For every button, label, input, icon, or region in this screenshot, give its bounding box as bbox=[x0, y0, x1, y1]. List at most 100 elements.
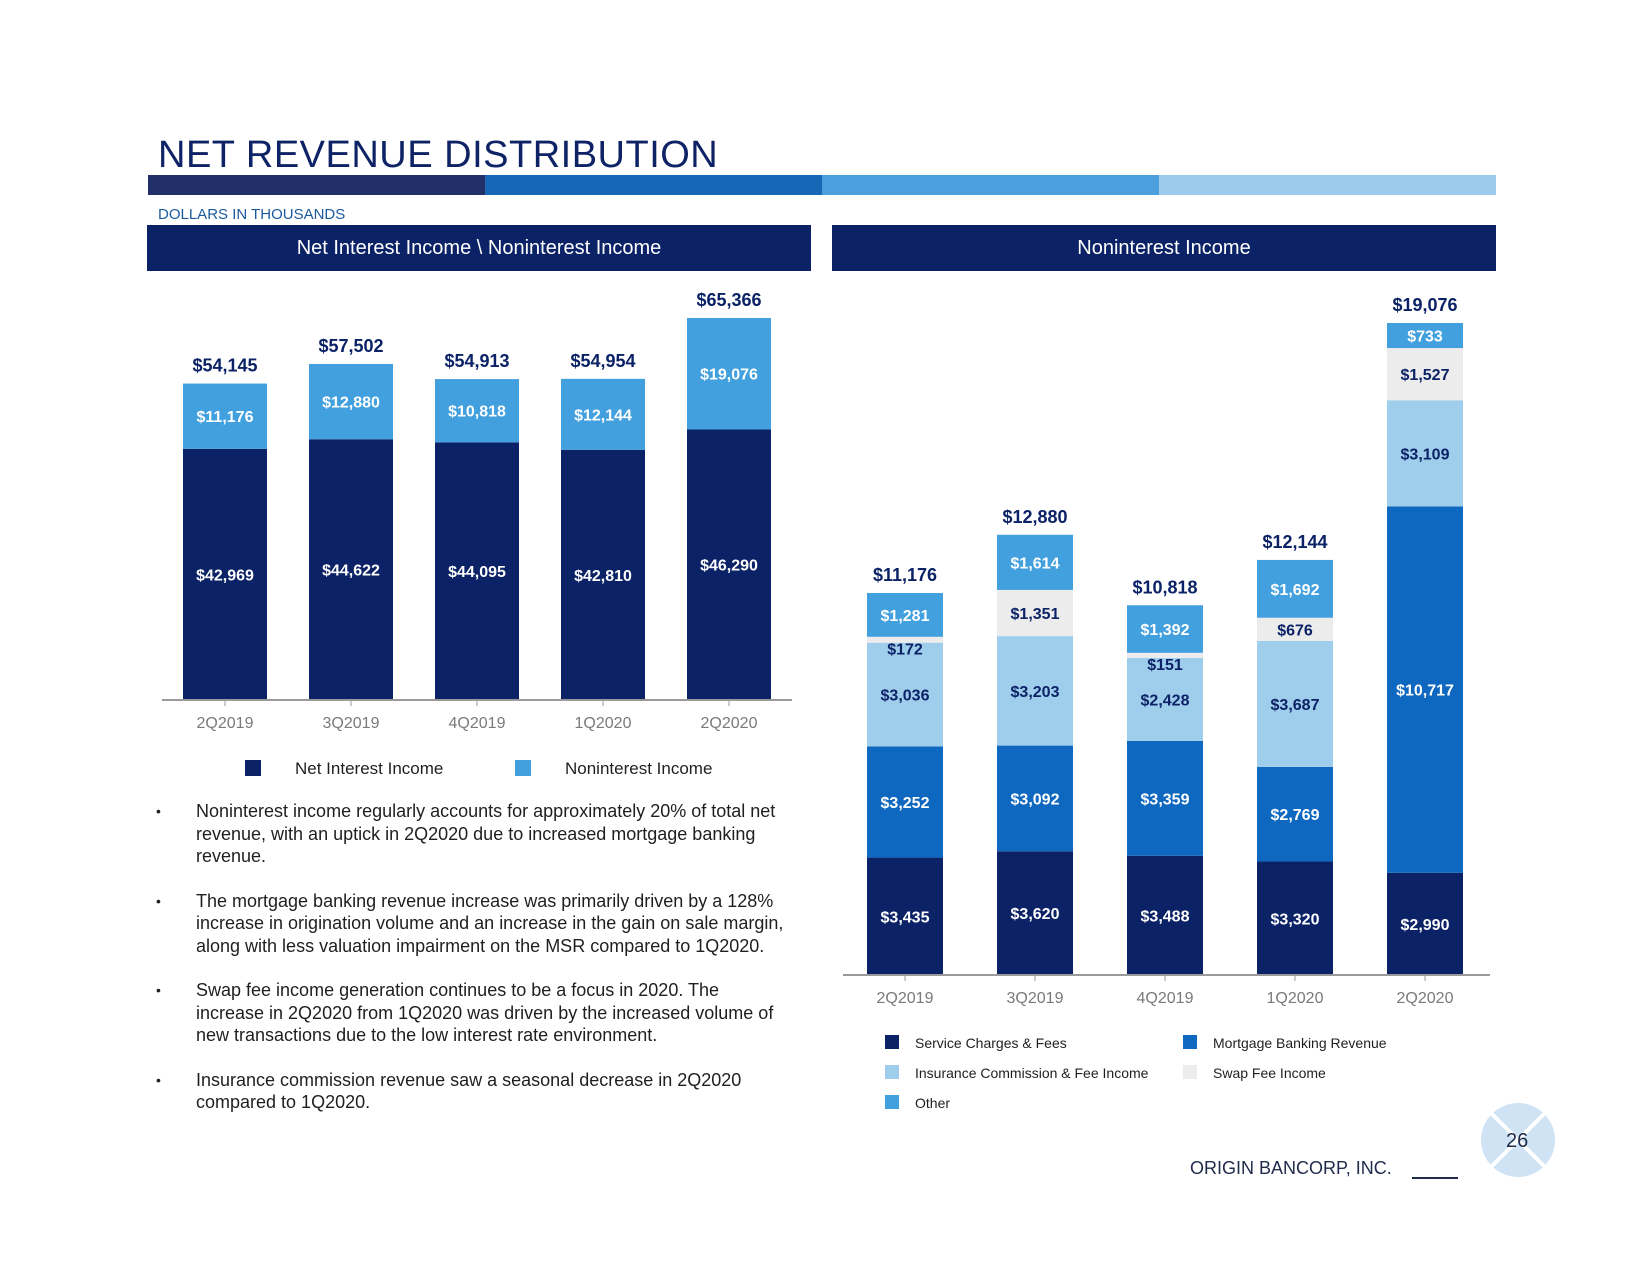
legend-label-service-charges-fees: Service Charges & Fees bbox=[915, 1035, 1067, 1051]
data-label: $2,769 bbox=[1271, 807, 1320, 824]
bar-mortgage-banking-revenue-4q2019 bbox=[1127, 740, 1203, 856]
data-label: $3,252 bbox=[881, 795, 930, 812]
bar-mortgage-banking-revenue-1q2020 bbox=[1257, 766, 1333, 862]
bullet-text: Insurance commission revenue saw a seaso… bbox=[196, 1069, 742, 1113]
x-tick-label: 4Q2019 bbox=[1137, 990, 1194, 1007]
data-label: $3,687 bbox=[1271, 697, 1320, 714]
data-label: $676 bbox=[1277, 622, 1313, 639]
bullet-symbol: • bbox=[156, 803, 161, 819]
header-stripe-2 bbox=[485, 175, 822, 195]
data-label: $3,092 bbox=[1011, 791, 1060, 808]
bar-noninterest-income-1q2020 bbox=[561, 378, 645, 450]
data-label: $44,095 bbox=[448, 564, 506, 581]
total-label: $54,145 bbox=[192, 356, 257, 376]
bullet-symbol: • bbox=[156, 892, 161, 909]
right-panel-header: Noninterest Income bbox=[832, 225, 1496, 271]
bullet-item: • Insurance commission revenue saw a seas… bbox=[150, 1069, 790, 1114]
footer-company: ORIGIN BANCORP, INC. bbox=[1190, 1158, 1392, 1178]
data-label: $3,203 bbox=[1011, 684, 1060, 701]
data-label: $12,144 bbox=[574, 407, 632, 424]
x-tick-label: 2Q2019 bbox=[197, 715, 254, 732]
data-label: $1,392 bbox=[1141, 622, 1190, 639]
bar-swap-fee-income-2q2020 bbox=[1387, 348, 1463, 401]
bar-noninterest-income-4q2019 bbox=[435, 379, 519, 443]
page-number: 26 bbox=[1506, 1130, 1529, 1152]
data-label: $3,320 bbox=[1271, 911, 1320, 928]
data-label: $1,692 bbox=[1271, 582, 1320, 599]
bar-swap-fee-income-2q2019 bbox=[867, 636, 943, 643]
legend-swatch-service-charges-fees bbox=[885, 1035, 899, 1049]
data-label: $151 bbox=[1147, 657, 1183, 674]
data-label: $3,036 bbox=[881, 688, 930, 705]
bar-swap-fee-income-1q2020 bbox=[1257, 617, 1333, 641]
data-label: $733 bbox=[1407, 329, 1443, 346]
data-label: $3,359 bbox=[1141, 791, 1190, 808]
legend-label-noninterest-income: Noninterest Income bbox=[565, 759, 712, 778]
bar-noninterest-income-2q2019 bbox=[183, 383, 267, 449]
x-tick-label: 3Q2019 bbox=[1007, 990, 1064, 1007]
bar-service-charges-fees-1q2020 bbox=[1257, 861, 1333, 975]
bar-net-interest-income-1q2020 bbox=[561, 449, 645, 700]
legend-label-mortgage-banking-revenue: Mortgage Banking Revenue bbox=[1213, 1035, 1387, 1051]
x-tick-label: 4Q2019 bbox=[449, 715, 506, 732]
bar-service-charges-fees-3q2019 bbox=[997, 851, 1073, 975]
right-panel-title: Noninterest Income bbox=[1077, 236, 1251, 259]
total-label: $57,502 bbox=[318, 336, 383, 356]
net-revenue-chart: $42,969 $11,176 $54,145 2Q2019 $44,622 $12,88… bbox=[162, 290, 792, 778]
data-label: $2,990 bbox=[1401, 917, 1450, 934]
data-label: $44,622 bbox=[322, 563, 380, 580]
data-label: $12,880 bbox=[322, 395, 380, 412]
data-label: $42,969 bbox=[196, 567, 254, 584]
bar-other-3q2019 bbox=[997, 534, 1073, 590]
legend-label-swap-fee-income: Swap Fee Income bbox=[1213, 1065, 1326, 1081]
total-label: $65,366 bbox=[696, 290, 761, 310]
bar-insurance-commission-fee-income-2q2020 bbox=[1387, 400, 1463, 507]
bar-other-4q2019 bbox=[1127, 605, 1203, 653]
bar-noninterest-income-3q2019 bbox=[309, 363, 393, 440]
x-tick-label: 2Q2020 bbox=[701, 715, 758, 732]
total-label: $10,818 bbox=[1132, 577, 1197, 597]
bar-net-interest-income-4q2019 bbox=[435, 442, 519, 700]
data-label: $46,290 bbox=[700, 558, 758, 575]
total-label: $12,880 bbox=[1002, 507, 1067, 527]
legend-label-net-interest-income: Net Interest Income bbox=[295, 759, 443, 778]
bar-mortgage-banking-revenue-2q2019 bbox=[867, 746, 943, 858]
bar-other-1q2020 bbox=[1257, 559, 1333, 618]
left-panel-header: Net Interest Income \ Noninterest Income bbox=[147, 225, 811, 271]
bar-net-interest-income-2q2019 bbox=[183, 448, 267, 700]
left-panel-title: Net Interest Income \ Noninterest Income bbox=[296, 236, 662, 259]
data-label: $1,281 bbox=[881, 608, 930, 625]
bar-other-2q2020 bbox=[1387, 323, 1463, 349]
bullet-item: • The mortgage banking revenue increase w… bbox=[150, 890, 790, 958]
bullet-item: • Swap fee income generation continues to… bbox=[150, 979, 790, 1047]
bar-swap-fee-income-3q2019 bbox=[997, 589, 1073, 637]
total-label: $12,144 bbox=[1262, 532, 1327, 552]
legend-swatch-net-interest-income bbox=[245, 760, 261, 776]
total-label: $11,176 bbox=[873, 565, 937, 585]
bullet-text: Noninterest income regularly accounts fo… bbox=[196, 801, 776, 866]
bullet-symbol: • bbox=[156, 1071, 161, 1088]
bullet-item: • Noninterest income regularly accounts f… bbox=[150, 800, 790, 868]
data-label: $11,176 bbox=[197, 409, 254, 426]
data-label: $3,109 bbox=[1401, 446, 1450, 463]
total-label: $19,076 bbox=[1392, 295, 1457, 315]
page-subtitle: DOLLARS IN THOUSANDS bbox=[158, 206, 346, 223]
data-label: $3,435 bbox=[881, 909, 930, 926]
total-label: $54,954 bbox=[570, 351, 635, 371]
bullet-text: The mortgage banking revenue increase wa… bbox=[196, 890, 784, 956]
bar-other-2q2019 bbox=[867, 593, 943, 637]
bar-net-interest-income-2q2020 bbox=[687, 429, 771, 700]
x-tick-label: 1Q2020 bbox=[575, 715, 632, 732]
legend-swatch-other bbox=[885, 1095, 899, 1109]
total-label: $54,913 bbox=[444, 351, 509, 371]
bar-insurance-commission-fee-income-1q2020 bbox=[1257, 640, 1333, 767]
bullet-symbol: • bbox=[156, 982, 161, 998]
data-label: $3,488 bbox=[1141, 908, 1190, 925]
bar-mortgage-banking-revenue-2q2020 bbox=[1387, 506, 1463, 873]
bar-net-interest-income-3q2019 bbox=[309, 439, 393, 700]
bar-insurance-commission-fee-income-4q2019 bbox=[1127, 657, 1203, 741]
legend-label-other: Other bbox=[915, 1095, 950, 1111]
x-tick-label: 3Q2019 bbox=[323, 715, 380, 732]
legend-swatch-mortgage-banking-revenue bbox=[1183, 1035, 1197, 1049]
bar-service-charges-fees-2q2019 bbox=[867, 857, 943, 975]
